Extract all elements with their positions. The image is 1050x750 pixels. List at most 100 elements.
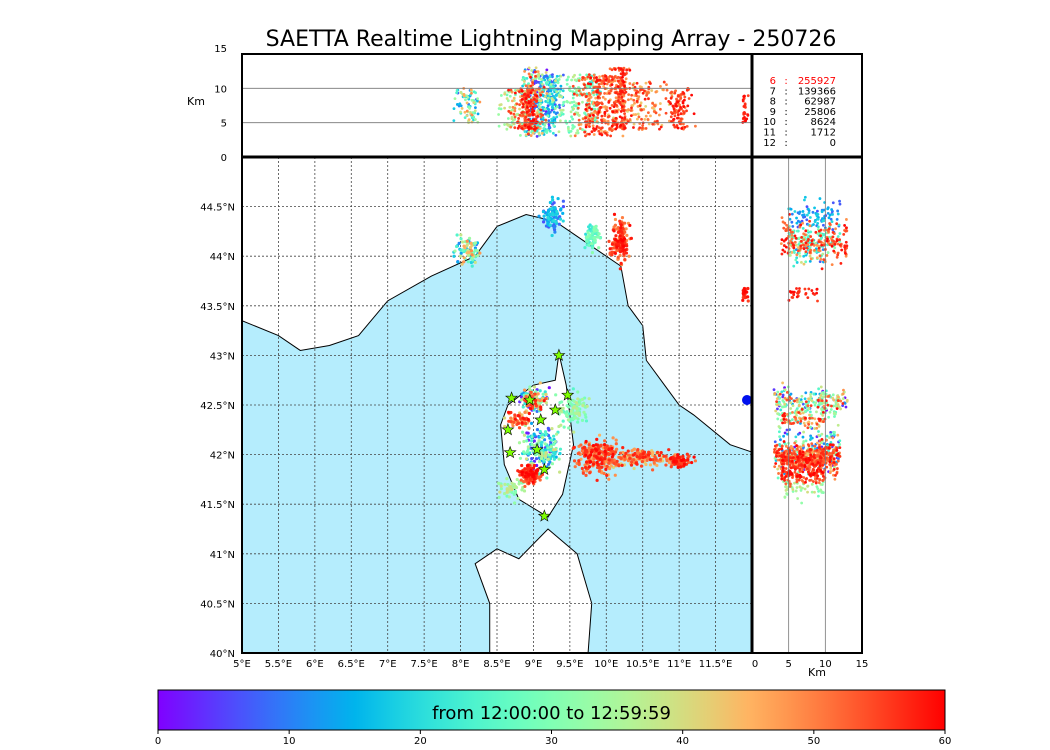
lightning-source-alt — [552, 124, 556, 127]
lightning-source-alt — [643, 97, 647, 101]
station-star-icon — [523, 393, 537, 406]
lightning-source-alt — [455, 91, 459, 95]
lightning-source-alt — [837, 405, 841, 409]
lightning-source-alt — [827, 449, 830, 453]
lightning-source-alt — [817, 433, 821, 437]
lightning-source-alt — [665, 88, 669, 92]
lightning-source-alt — [524, 97, 528, 100]
lightning-source-alt — [571, 90, 575, 94]
lightning-source — [553, 206, 557, 210]
lightning-source-alt — [796, 249, 800, 253]
lightning-source-alt — [777, 430, 781, 434]
lightning-source-alt — [621, 99, 625, 103]
lightning-source — [507, 495, 511, 499]
lightning-source-alt — [820, 267, 824, 271]
lightning-source-alt — [628, 118, 632, 121]
lightning-source-alt — [561, 108, 565, 112]
lightning-source — [578, 399, 582, 403]
lightning-source-alt — [794, 489, 798, 493]
lightning-source-alt — [644, 114, 648, 118]
lightning-source-alt — [632, 122, 636, 126]
station-star-icon — [552, 348, 566, 361]
lightning-source-alt — [617, 108, 620, 112]
lightning-source-alt — [795, 447, 799, 451]
lightning-source-alt — [773, 392, 777, 395]
lightning-source — [457, 241, 461, 245]
lightning-source-alt — [595, 125, 599, 128]
lightning-source-alt — [540, 131, 544, 135]
lightning-source — [652, 461, 656, 465]
lightning-source-alt — [474, 106, 477, 110]
lightning-source-alt — [676, 113, 680, 117]
lightning-source-alt — [813, 220, 817, 223]
lightning-source-alt — [791, 224, 795, 228]
lightning-source-alt — [839, 399, 843, 403]
lightning-source-alt — [613, 76, 616, 79]
lightning-source-alt — [622, 122, 625, 126]
lightning-source-alt — [591, 113, 595, 117]
lightning-source — [455, 244, 459, 249]
lightning-source-alt — [619, 123, 623, 127]
lightning-source — [593, 238, 597, 242]
lightning-source-alt — [515, 102, 519, 106]
lightning-source-alt — [545, 92, 549, 95]
lightning-source — [744, 289, 748, 294]
lightning-source — [537, 459, 542, 464]
lightning-source-alt — [818, 439, 822, 443]
lightning-source — [589, 450, 594, 454]
lightning-source-alt — [623, 88, 627, 92]
lightning-source-alt — [544, 118, 548, 122]
lightning-source-alt — [608, 106, 612, 110]
lightning-source-alt — [812, 471, 816, 475]
lightning-source — [618, 451, 623, 455]
lightning-source — [623, 457, 627, 462]
lightning-source-alt — [589, 76, 593, 80]
lightning-source — [520, 472, 524, 477]
lightning-source-alt — [816, 405, 820, 409]
lightning-source — [584, 419, 589, 423]
lightning-source-alt — [820, 470, 824, 474]
lightning-source — [584, 448, 588, 452]
lightning-source — [546, 457, 550, 461]
lightning-source-alt — [544, 95, 547, 98]
lightning-source-alt — [808, 259, 812, 263]
lightning-source-alt — [806, 207, 810, 211]
lightning-source-alt — [621, 75, 624, 79]
lightning-source — [621, 445, 625, 450]
lightning-source-alt — [620, 105, 624, 108]
lightning-source-alt — [830, 443, 834, 447]
lightning-source — [516, 413, 520, 418]
lightning-source-alt — [550, 117, 554, 121]
lightning-source-alt — [796, 432, 800, 436]
lightning-source-alt — [801, 479, 805, 483]
lightning-source-alt — [539, 108, 543, 112]
lightning-source-alt — [671, 112, 674, 116]
lightning-source-alt — [547, 119, 551, 123]
lightning-source — [603, 457, 607, 461]
lightning-source-alt — [792, 264, 796, 268]
lightning-source — [596, 235, 600, 239]
lightning-source-alt — [800, 394, 804, 398]
lightning-source — [519, 417, 523, 421]
lightning-source — [597, 469, 601, 473]
lightning-source-alt — [822, 243, 826, 247]
lightning-source-alt — [682, 98, 686, 102]
lightning-source — [554, 455, 558, 459]
lightning-source-alt — [798, 287, 801, 290]
lightning-source — [622, 252, 626, 256]
lightning-source-alt — [816, 461, 820, 464]
lightning-source-alt — [571, 126, 575, 130]
lightning-source-alt — [837, 457, 840, 461]
lightning-source-alt — [534, 66, 538, 70]
lightning-source-alt — [742, 105, 746, 108]
lightning-source-alt — [509, 125, 513, 129]
lightning-source-alt — [801, 402, 805, 406]
lightning-source-alt — [604, 131, 607, 135]
lightning-source-alt — [547, 126, 551, 129]
lightning-source-alt — [806, 490, 809, 494]
lightning-source-alt — [550, 92, 554, 96]
lightning-source-alt — [831, 201, 835, 205]
lightning-source-alt — [641, 124, 645, 127]
lightning-source-alt — [607, 79, 611, 82]
station-star-icon — [501, 422, 515, 436]
